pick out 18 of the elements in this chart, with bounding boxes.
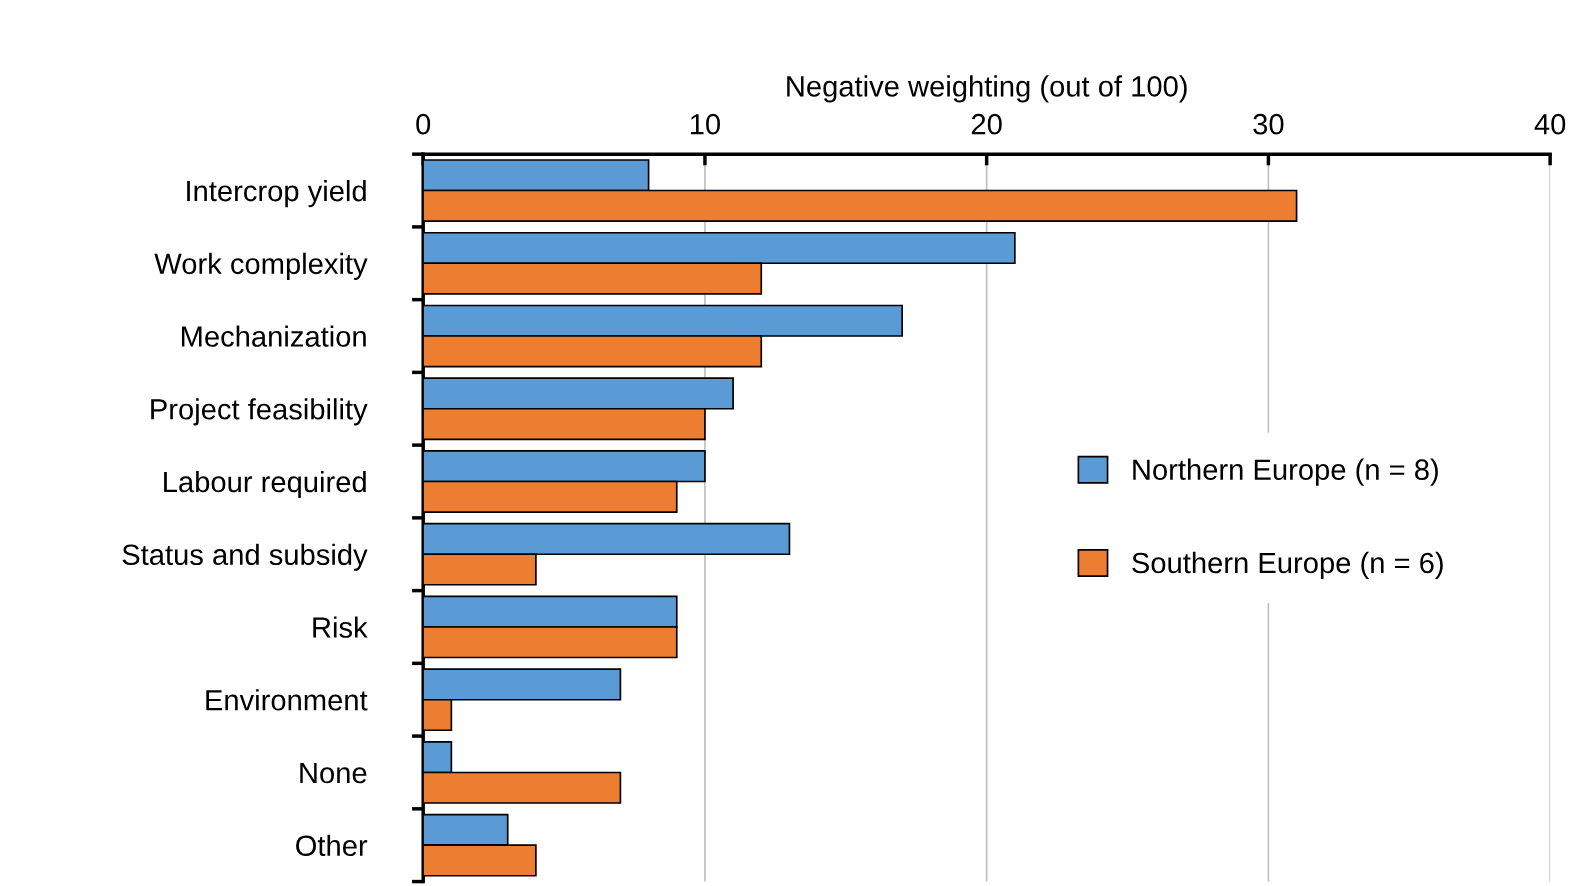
x-tick-label: 20 [971,113,1002,135]
y-tick-label: Status and subsidy [122,543,368,571]
y-tick-label: None [300,762,367,784]
legend-label: Southern Europe (n = 6) [1132,551,1443,580]
legend-label: Northern Europe (n = 8) [1133,458,1438,486]
y-tick-label: Intercrop yield [187,179,366,208]
y-tick-label: Labour required [164,470,366,499]
x-axis-title: Negative weighting (out of 100) [787,75,1187,103]
x-tick-label: 10 [690,113,721,135]
x-tick-label: 30 [1253,113,1284,135]
y-tick-label: Mechanization [181,325,366,347]
y-tick-label: Other [296,834,368,857]
y-tick-label: Work complexity [154,252,368,280]
y-tick-label: Risk [313,616,368,638]
x-tick-label: 40 [1534,113,1566,135]
x-tick-label: 0 [416,113,431,135]
y-tick-label: Environment [206,689,368,711]
y-tick-label: Project feasibility [151,398,368,426]
